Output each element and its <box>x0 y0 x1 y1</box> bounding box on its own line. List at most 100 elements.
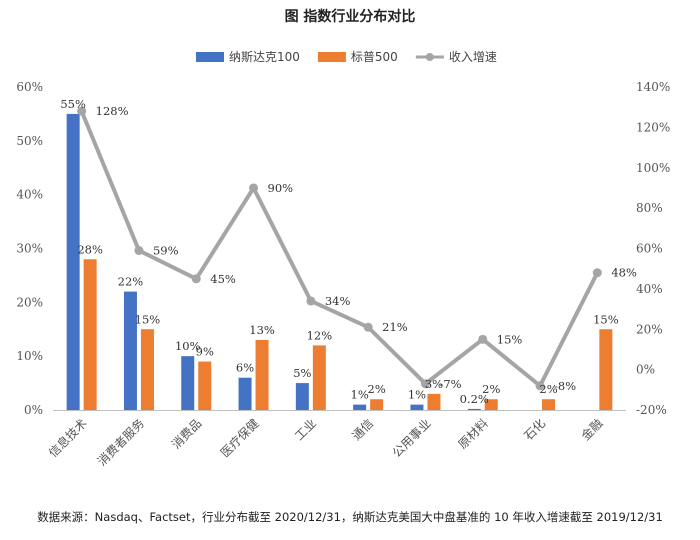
legend-swatch <box>196 52 224 62</box>
bar-nasdaq100 <box>467 408 481 410</box>
line-label: 59% <box>153 244 179 258</box>
x-tick-label: 石化 <box>521 416 548 443</box>
line-point <box>249 183 259 193</box>
y-right-tick-label: 80% <box>636 201 663 215</box>
bar-sp500 <box>370 399 384 410</box>
legend-swatch <box>317 52 346 62</box>
legend-item: 纳斯达克100 <box>196 50 300 64</box>
x-tick-label: 医疗保健 <box>218 416 262 460</box>
bars <box>66 113 613 411</box>
line-label: 34% <box>325 294 351 308</box>
x-tick-label: 通信 <box>349 416 376 443</box>
bar-label-nasdaq100: 5% <box>293 366 311 380</box>
line-label: 21% <box>382 320 408 334</box>
line-point <box>77 106 87 116</box>
legend-label: 标普500 <box>351 50 398 64</box>
bar-label-sp500: 15% <box>135 312 161 326</box>
bar-label-sp500: 3% <box>425 377 443 391</box>
line-label: -8% <box>554 379 576 393</box>
bar-label-nasdaq100: 22% <box>118 275 144 289</box>
x-tick-label: 信息技术 <box>45 416 90 461</box>
x-tick-label: 消费品 <box>169 416 204 451</box>
y-right-tick-label: 40% <box>636 282 663 296</box>
y-right-tick-label: 20% <box>636 322 663 336</box>
x-tick-label: 公用事业 <box>390 416 434 460</box>
bar-label-nasdaq100: 10% <box>175 339 201 353</box>
chart-title: 图 指数行业分布对比 <box>285 8 416 25</box>
bar-sp500 <box>312 345 326 410</box>
x-tick-label: 金融 <box>578 416 606 444</box>
bar-nasdaq100 <box>123 291 137 410</box>
y-right-tick-label: 120% <box>636 120 670 134</box>
line-label: 45% <box>210 272 236 286</box>
y-left-tick-label: 0% <box>24 403 43 417</box>
bar-sp500 <box>599 329 613 410</box>
y-left-tick-label: 50% <box>16 134 43 148</box>
line-label: 48% <box>611 266 637 280</box>
bar-label-nasdaq100: 55% <box>60 97 86 111</box>
line-point <box>306 296 316 306</box>
bar-label-nasdaq100: 1% <box>351 388 369 402</box>
line-point <box>363 322 373 332</box>
y-right-tick-label: 0% <box>636 363 655 377</box>
x-tick-label: 工业 <box>292 416 319 443</box>
source-note: 数据来源：Nasdaq、Factset，行业分布截至 2020/12/31，纳斯… <box>37 510 663 524</box>
data-labels: 55% 22% 10% 6% 5% 1% 1% 0.2% 28% 15% 9% 13% 12% 2% 3% 2… <box>60 97 637 406</box>
revenue-growth-line <box>77 106 602 391</box>
bar-label-nasdaq100: 6% <box>236 361 254 375</box>
line-label: 90% <box>268 181 294 195</box>
bar-label-nasdaq100: 1% <box>408 388 426 402</box>
legend-label: 收入增速 <box>449 50 497 64</box>
bar-nasdaq100 <box>410 404 424 410</box>
bar-nasdaq100 <box>353 404 367 410</box>
bar-label-sp500: 12% <box>307 328 333 342</box>
line-point <box>420 379 430 389</box>
axes: 0% 10% 20% 30% 40% 50% 60% -20% 0% 20% 40% 60% 80% 10… <box>16 80 670 469</box>
bar-label-sp500: 2% <box>482 382 500 396</box>
y-left-tick-label: 40% <box>16 188 43 202</box>
y-right-tick-label: 100% <box>636 161 670 175</box>
bar-label-sp500: 2% <box>539 382 557 396</box>
x-tick-label: 原材料 <box>456 416 491 451</box>
bar-sp500 <box>427 393 441 410</box>
legend-label: 纳斯达克100 <box>229 50 300 64</box>
line-point <box>592 268 602 278</box>
bar-label-sp500: 2% <box>368 382 386 396</box>
line-point <box>478 334 488 344</box>
y-right-tick-label: 60% <box>636 242 663 256</box>
line-point <box>134 246 144 256</box>
bar-nasdaq100 <box>238 377 252 410</box>
legend: 纳斯达克100 标普500 收入增速 <box>196 50 497 64</box>
bar-sp500 <box>83 259 97 410</box>
bar-nasdaq100 <box>66 113 80 411</box>
y-right-tick-label: 140% <box>636 80 670 94</box>
line-label: -7% <box>439 377 461 391</box>
bar-label-sp500: 15% <box>593 312 619 326</box>
y-left-tick-label: 30% <box>16 242 43 256</box>
line-point <box>535 381 545 391</box>
line-label: 15% <box>497 332 523 346</box>
bar-sp500 <box>484 399 498 410</box>
y-right-tick-label: -20% <box>636 403 667 417</box>
x-tick-label: 消费者服务 <box>94 416 147 469</box>
bar-sp500 <box>255 340 269 410</box>
bar-sp500 <box>542 399 556 410</box>
y-left-tick-label: 10% <box>16 349 43 363</box>
bar-label-sp500: 9% <box>196 345 214 359</box>
bar-label-sp500: 13% <box>249 323 275 337</box>
bar-label-sp500: 28% <box>77 242 103 256</box>
bar-nasdaq100 <box>295 383 309 410</box>
legend-item: 收入增速 <box>415 50 497 64</box>
line-point <box>191 274 201 284</box>
bar-label-nasdaq100: 0.2% <box>460 392 489 406</box>
bar-nasdaq100 <box>181 356 195 410</box>
line-revenue-growth <box>79 110 600 388</box>
legend-item: 标普500 <box>317 50 398 64</box>
y-left-tick-label: 60% <box>16 80 43 94</box>
bar-sp500 <box>140 329 154 410</box>
legend-swatch-point <box>425 53 434 61</box>
line-label: 128% <box>96 104 129 118</box>
y-left-tick-label: 20% <box>16 295 43 309</box>
bar-sp500 <box>198 361 212 410</box>
